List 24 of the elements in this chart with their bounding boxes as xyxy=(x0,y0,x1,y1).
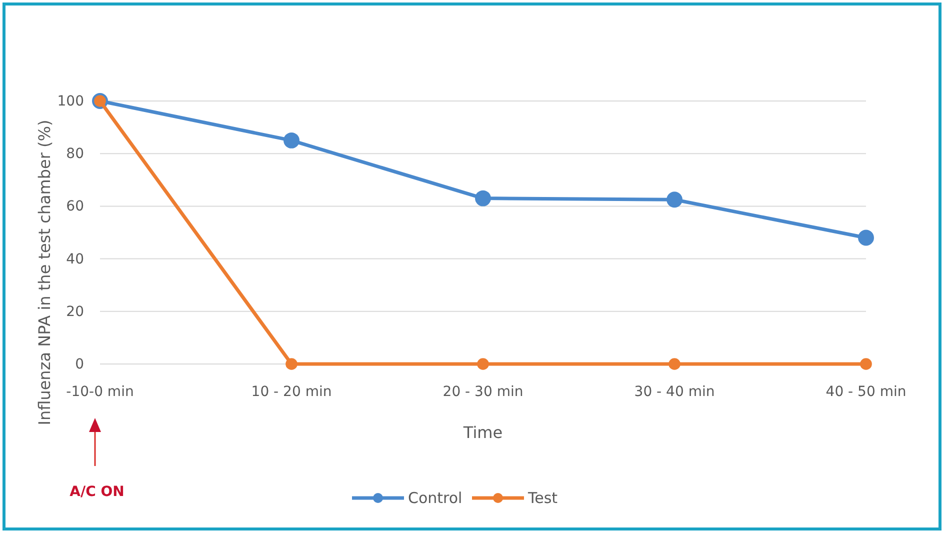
point xyxy=(475,190,491,206)
text: A/C ON xyxy=(70,484,124,500)
y-tick-label: 0 xyxy=(75,356,84,372)
x-axis-title: Time xyxy=(462,423,503,442)
point xyxy=(284,132,300,148)
x-tick-label: 20 - 30 min xyxy=(442,384,524,400)
y-tick-label: 60 xyxy=(66,198,84,215)
y-tick-label: 20 xyxy=(66,304,84,320)
point xyxy=(860,358,872,370)
y-axis-title: Influenza NPA in the test chamber (%) xyxy=(35,120,54,426)
point xyxy=(666,192,682,208)
point xyxy=(668,358,680,370)
x-tick-label: 40 - 50 min xyxy=(826,384,906,400)
point xyxy=(858,230,874,246)
legend-label: Control xyxy=(408,489,462,507)
x-tick-label: 10 - 20 min xyxy=(251,384,332,400)
legend-label: Test xyxy=(527,489,558,507)
y-tick-label: 40 xyxy=(66,251,84,268)
point xyxy=(477,358,489,370)
y-tick-label: 80 xyxy=(66,146,84,162)
y-tick-label: 100 xyxy=(57,93,84,110)
x-tick-label: 30 - 40 min xyxy=(634,384,715,400)
point xyxy=(286,358,298,370)
x-tick-label: -10-0 min xyxy=(66,384,134,400)
